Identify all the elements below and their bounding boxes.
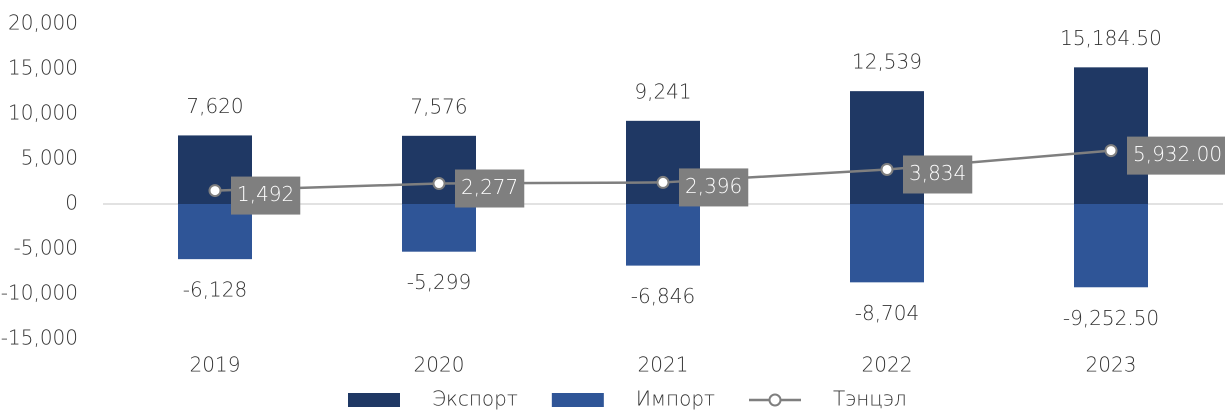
x-tick-label: 2022 xyxy=(862,353,913,377)
y-tick-label: 10,000 xyxy=(8,101,78,125)
data-label: -6,846 xyxy=(631,284,695,308)
legend-label: Экспорт xyxy=(432,387,518,411)
y-tick-label: 0 xyxy=(65,191,78,215)
label-box xyxy=(903,155,973,194)
label-box xyxy=(455,169,525,208)
y-tick-label: -15,000 xyxy=(1,326,78,350)
bar xyxy=(626,204,700,266)
data-label: -9,252.50 xyxy=(1063,306,1159,330)
legend-swatch xyxy=(768,393,782,407)
data-label: 1,492 xyxy=(237,182,294,206)
label-box xyxy=(679,168,749,207)
legend-swatch xyxy=(551,393,604,407)
data-label: 7,576 xyxy=(410,94,467,118)
x-tick-label: 2023 xyxy=(1086,353,1137,377)
data-label: 12,539 xyxy=(852,50,922,74)
label-box xyxy=(231,176,301,215)
data-label: 15,184.50 xyxy=(1060,26,1162,50)
line-marker xyxy=(1104,144,1118,158)
data-label: 2,277 xyxy=(461,175,518,199)
y-tick-label: -10,000 xyxy=(1,281,78,305)
legend-label: Импорт xyxy=(636,387,715,411)
line-marker xyxy=(656,175,670,189)
line-marker xyxy=(208,184,222,198)
y-tick-label: 20,000 xyxy=(8,11,78,35)
data-label: -8,704 xyxy=(855,301,919,325)
bar xyxy=(1074,67,1148,204)
bar xyxy=(402,204,476,252)
x-tick-label: 2021 xyxy=(638,353,689,377)
bar xyxy=(1074,204,1148,288)
x-tick-label: 2020 xyxy=(414,353,465,377)
bar xyxy=(850,204,924,283)
data-label: 3,834 xyxy=(909,161,966,185)
data-label: 7,620 xyxy=(186,94,243,118)
line-marker xyxy=(432,177,446,191)
data-label: 9,241 xyxy=(634,79,691,103)
y-tick-label: -5,000 xyxy=(14,236,78,260)
data-label: 5,932.00 xyxy=(1133,142,1222,166)
legend-label: Тэнцэл xyxy=(833,387,907,411)
label-box xyxy=(1127,136,1225,175)
legend-swatch xyxy=(348,393,400,407)
y-tick-label: 5,000 xyxy=(21,146,78,170)
data-label: -5,299 xyxy=(407,270,471,294)
y-tick-label: 15,000 xyxy=(8,56,78,80)
data-label: 2,396 xyxy=(685,174,742,198)
data-label: -6,128 xyxy=(183,278,247,302)
line-marker xyxy=(880,162,894,176)
x-tick-label: 2019 xyxy=(190,353,241,377)
